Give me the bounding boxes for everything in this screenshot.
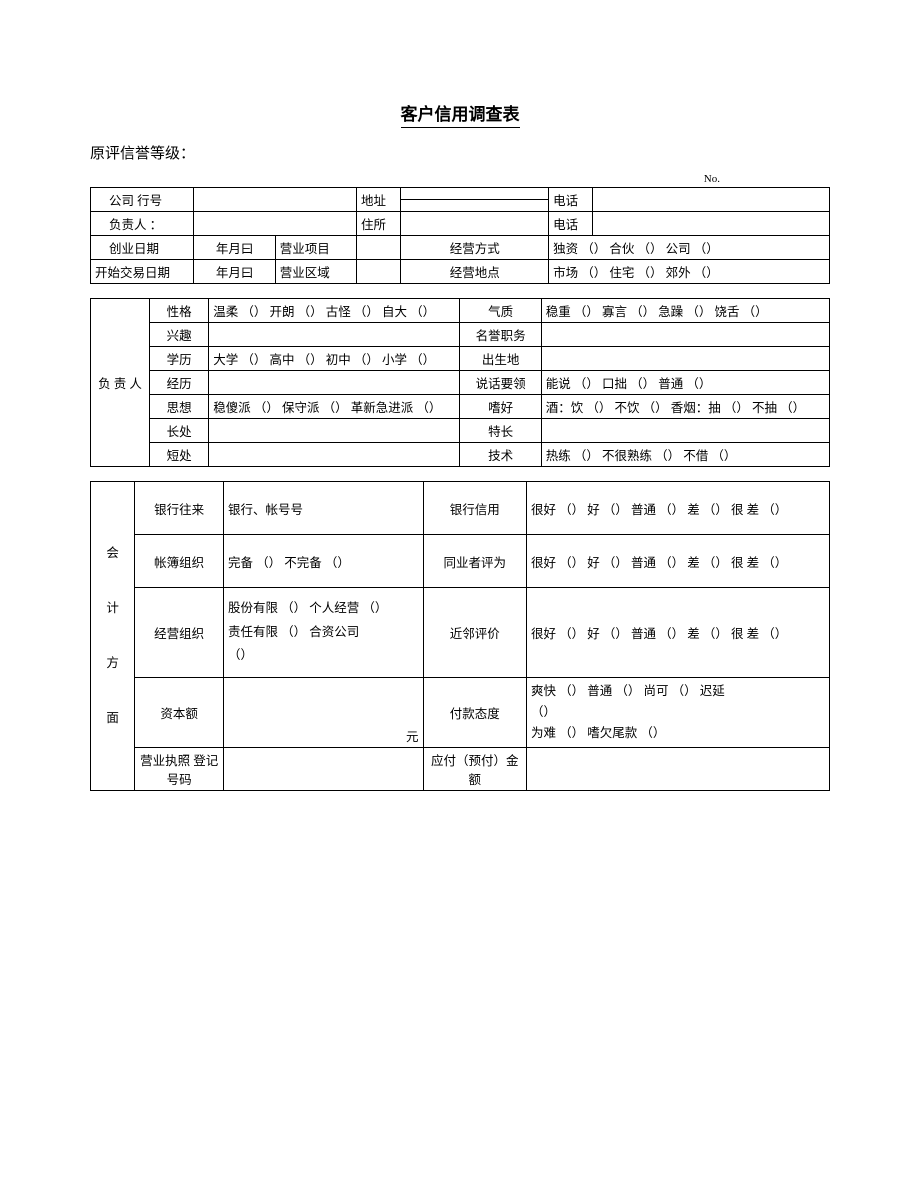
val-兴趣	[209, 323, 460, 347]
val-tradestart: 年月曰	[194, 260, 275, 284]
val-phone2	[593, 212, 830, 236]
lbl-学历: 学历	[150, 347, 209, 371]
lbl-经历: 经历	[150, 371, 209, 395]
lbl-说话要领: 说话要领	[460, 371, 541, 395]
subtitle: 原评信誉等级：	[90, 142, 830, 163]
val-license	[224, 748, 424, 791]
val-bizarea	[357, 260, 401, 284]
table-company: 公司 行号 地址 电话 负责人 ： 住所 电话 创业日期 年月曰 营业项目 经营…	[90, 187, 830, 284]
val-名誉职务	[541, 323, 829, 347]
lbl-accounting-side: 会 计 方 面	[91, 482, 135, 791]
val-嗜好: 酒：饮 （） 不饮 （） 香烟：抽 （） 不抽 （）	[541, 395, 829, 419]
lbl-tradestart: 开始交易日期	[91, 260, 194, 284]
val-company	[194, 188, 357, 212]
lbl-bank: 银行往来	[135, 482, 224, 535]
val-payattitude: 爽快 （） 普通 （） 尚可 （） 迟延 （） 为难 （） 嗜欠尾款 （）	[526, 678, 829, 748]
val-address-2	[401, 200, 549, 212]
lbl-技术: 技术	[460, 443, 541, 467]
lbl-manager-side: 负 责 人	[91, 299, 150, 467]
val-技术: 热练 （） 不很熟练 （） 不借 （）	[541, 443, 829, 467]
table-manager: 负 责 人性格温柔 （） 开朗 （） 古怪 （） 自大 （）气质稳重 （） 寡言…	[90, 298, 830, 467]
lbl-company: 公司 行号	[91, 188, 194, 212]
val-residence	[401, 212, 549, 236]
val-气质: 稳重 （） 寡言 （） 急躁 （） 饶舌 （）	[541, 299, 829, 323]
val-出生地	[541, 347, 829, 371]
val-neighbor: 很好 （） 好 （） 普通 （） 差 （） 很 差 （）	[526, 588, 829, 678]
val-address-1	[401, 188, 549, 200]
val-bizitem	[357, 236, 401, 260]
val-peerrating: 很好 （） 好 （） 普通 （） 差 （） 很 差 （）	[526, 535, 829, 588]
lbl-bizarea: 营业区域	[275, 260, 356, 284]
val-特长	[541, 419, 829, 443]
lbl-address: 地址	[357, 188, 401, 212]
page-title-wrap: 客户信用调查表	[90, 100, 830, 128]
lbl-bizorg: 经营组织	[135, 588, 224, 678]
table-accounting: 会 计 方 面 银行往来 银行、帐号号 银行信用 很好 （） 好 （） 普通 （…	[90, 481, 830, 791]
lbl-capital: 资本额	[135, 678, 224, 748]
lbl-短处: 短处	[150, 443, 209, 467]
val-manager	[194, 212, 357, 236]
lbl-residence: 住所	[357, 212, 401, 236]
val-capital: 元	[224, 678, 424, 748]
lbl-性格: 性格	[150, 299, 209, 323]
lbl-嗜好: 嗜好	[460, 395, 541, 419]
lbl-出生地: 出生地	[460, 347, 541, 371]
val-bizmode: 独资 （） 合伙 （） 公司 （）	[549, 236, 830, 260]
page-title: 客户信用调查表	[401, 100, 520, 128]
lbl-peerrating: 同业者评为	[423, 535, 526, 588]
lbl-manager: 负责人 ：	[91, 212, 194, 236]
val-ledger: 完备 （） 不完备 （）	[224, 535, 424, 588]
lbl-license: 营业执照 登记号码	[135, 748, 224, 791]
lbl-bankcredit: 银行信用	[423, 482, 526, 535]
val-经历	[209, 371, 460, 395]
lbl-payable: 应付（预付）金额	[423, 748, 526, 791]
lbl-兴趣: 兴趣	[150, 323, 209, 347]
lbl-bizplace: 经营地点	[401, 260, 549, 284]
lbl-气质: 气质	[460, 299, 541, 323]
lbl-bizitem: 营业项目	[275, 236, 356, 260]
lbl-phone: 电话	[549, 188, 593, 212]
val-短处	[209, 443, 460, 467]
val-bizorg: 股份有限 （） 个人经营 （） 责任有限 （） 合资公司 （）	[224, 588, 424, 678]
val-payable	[526, 748, 829, 791]
val-长处	[209, 419, 460, 443]
val-bankcredit: 很好 （） 好 （） 普通 （） 差 （） 很 差 （）	[526, 482, 829, 535]
lbl-payattitude: 付款态度	[423, 678, 526, 748]
lbl-特长: 特长	[460, 419, 541, 443]
lbl-ledger: 帐簿组织	[135, 535, 224, 588]
no-label: No.	[90, 173, 830, 185]
lbl-长处: 长处	[150, 419, 209, 443]
lbl-neighbor: 近邻评价	[423, 588, 526, 678]
lbl-phone2: 电话	[549, 212, 593, 236]
val-bank: 银行、帐号号	[224, 482, 424, 535]
val-说话要领: 能说 （） 口拙 （） 普通 （）	[541, 371, 829, 395]
lbl-founddate: 创业日期	[91, 236, 194, 260]
lbl-思想: 思想	[150, 395, 209, 419]
val-性格: 温柔 （） 开朗 （） 古怪 （） 自大 （）	[209, 299, 460, 323]
val-学历: 大学 （） 高中 （） 初中 （） 小学 （）	[209, 347, 460, 371]
val-phone	[593, 188, 830, 212]
val-bizplace: 市场 （） 住宅 （） 郊外 （）	[549, 260, 830, 284]
lbl-名誉职务: 名誉职务	[460, 323, 541, 347]
val-思想: 稳傻派 （） 保守派 （） 革新急进派 （）	[209, 395, 460, 419]
lbl-bizmode: 经营方式	[401, 236, 549, 260]
val-founddate: 年月曰	[194, 236, 275, 260]
